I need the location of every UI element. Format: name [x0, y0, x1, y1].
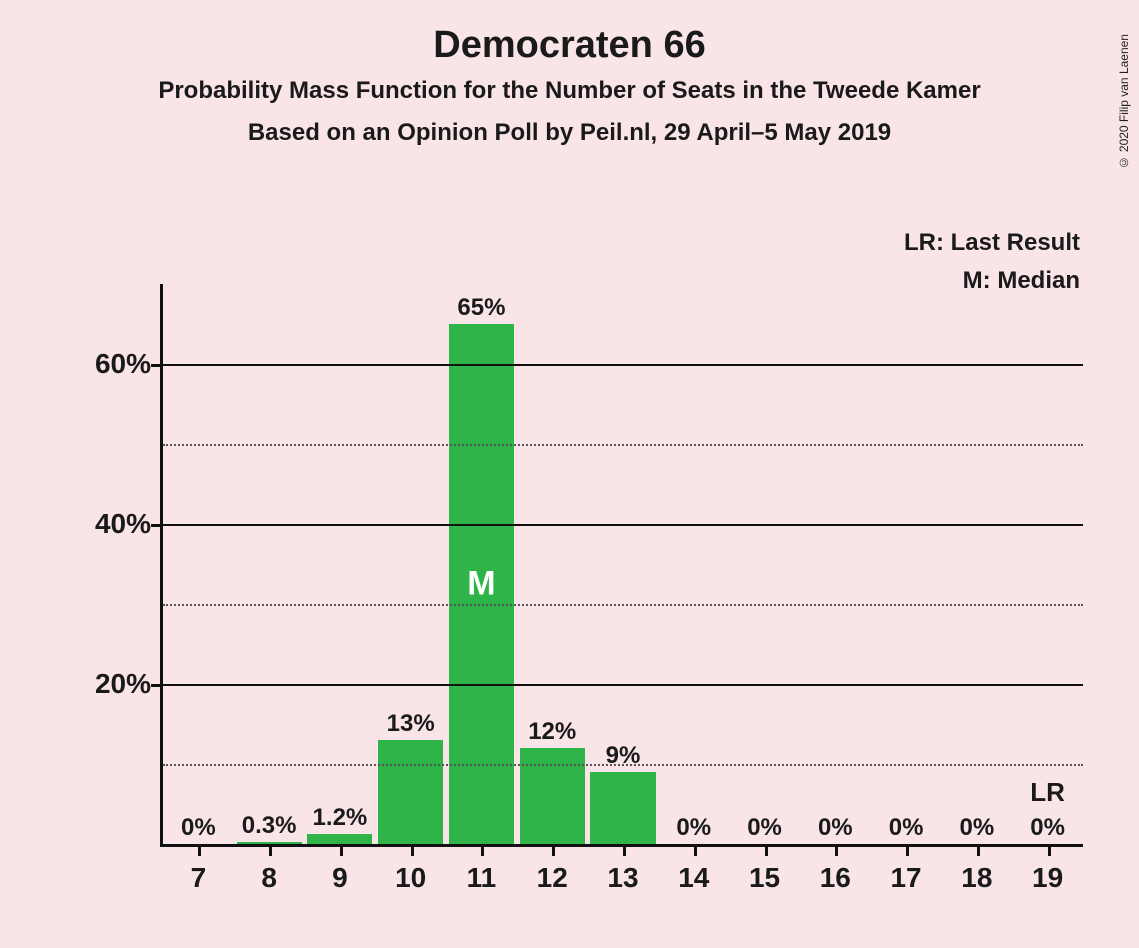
x-axis-label: 18: [961, 844, 992, 894]
x-axis-label: 7: [191, 844, 207, 894]
bar: 13%: [378, 740, 443, 844]
bar-value-label: 0%: [181, 814, 216, 844]
bar-value-label: 65%: [457, 294, 505, 324]
x-axis-label: 11: [467, 844, 497, 894]
chart-subtitle-1: Probability Mass Function for the Number…: [0, 77, 1139, 105]
bar: 1.2%: [307, 834, 372, 844]
gridline-major: [163, 684, 1083, 686]
copyright-text: © 2020 Filip van Laenen: [1117, 34, 1131, 169]
bar-value-label: 0%: [889, 814, 924, 844]
x-axis-label: 8: [261, 844, 277, 894]
lr-marker: LR: [1030, 777, 1065, 844]
y-axis-tick: [151, 524, 163, 527]
gridline-minor: [163, 444, 1083, 446]
bar-value-label: 13%: [387, 710, 435, 740]
x-axis-label: 14: [678, 844, 709, 894]
x-axis-label: 10: [395, 844, 426, 894]
chart-container: LR: Last Result M: Median 0%0.3%1.2%13%6…: [60, 224, 1110, 884]
bar: 12%: [520, 748, 585, 844]
y-axis-tick: [151, 684, 163, 687]
legend-lr: LR: Last Result: [904, 224, 1080, 262]
x-axis-label: 13: [607, 844, 638, 894]
x-axis-label: 12: [537, 844, 568, 894]
x-axis-label: 15: [749, 844, 780, 894]
chart-subtitle-2: Based on an Opinion Poll by Peil.nl, 29 …: [0, 119, 1139, 147]
bar-value-label: 0.3%: [242, 812, 297, 842]
median-marker: M: [467, 565, 495, 604]
bar-value-label: 9%: [606, 742, 641, 772]
plot-area: 0%0.3%1.2%13%65%M12%9%0%0%0%0%0%0%LR 20%…: [160, 284, 1083, 847]
x-axis-label: 16: [820, 844, 851, 894]
bar-value-label: 0%: [959, 814, 994, 844]
bar-value-label: 1.2%: [313, 804, 368, 834]
y-axis-tick: [151, 364, 163, 367]
gridline-minor: [163, 764, 1083, 766]
x-axis-label: 19: [1032, 844, 1063, 894]
gridline-major: [163, 364, 1083, 366]
x-axis-label: 17: [890, 844, 921, 894]
bar-value-label: 0%: [818, 814, 853, 844]
bar: 65%M: [449, 324, 514, 844]
gridline-minor: [163, 604, 1083, 606]
x-axis-label: 9: [332, 844, 348, 894]
bars-layer: 0%0.3%1.2%13%65%M12%9%0%0%0%0%0%0%LR: [163, 284, 1083, 844]
bar-value-label: 0%: [676, 814, 711, 844]
chart-title: Democraten 66: [0, 24, 1139, 67]
bar-value-label: 12%: [528, 718, 576, 748]
bar-value-label: 0%: [747, 814, 782, 844]
bar: 9%: [590, 772, 655, 844]
gridline-major: [163, 524, 1083, 526]
